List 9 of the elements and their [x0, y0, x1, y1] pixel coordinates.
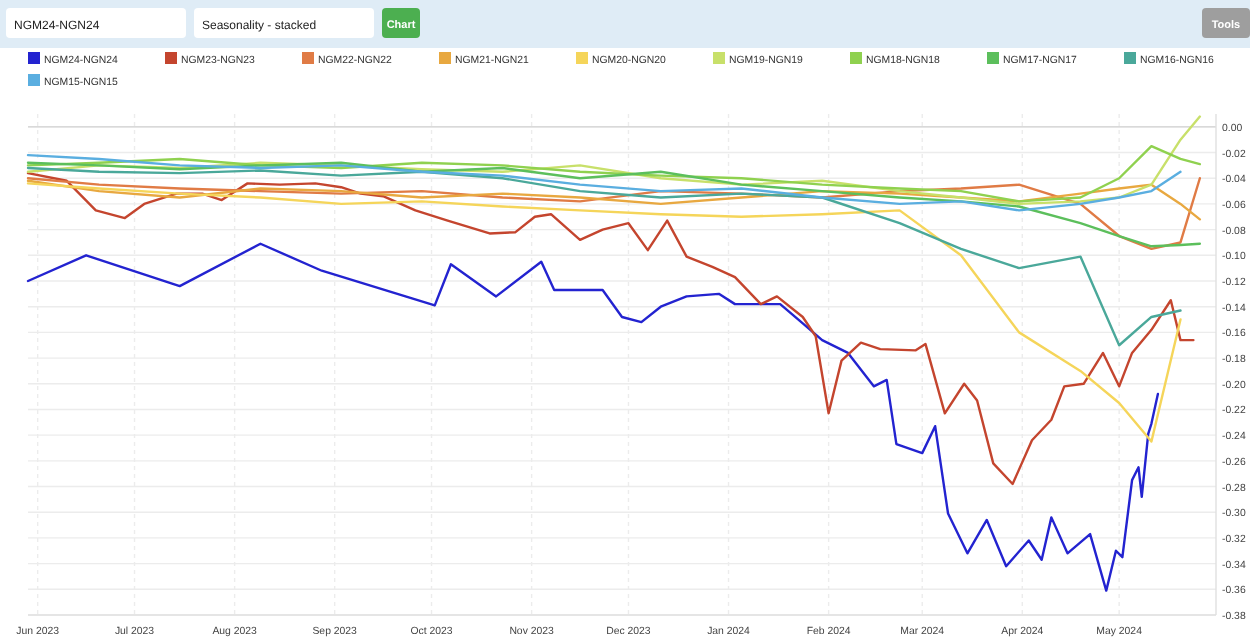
- line-series: [26, 144, 1202, 203]
- line-series: [26, 177, 1202, 251]
- line-series: [26, 182, 1182, 443]
- line-series: [26, 171, 1195, 486]
- line-series: [26, 179, 1202, 221]
- line-series: [26, 161, 1202, 248]
- line-series: [26, 242, 1160, 592]
- line-series: [26, 166, 1182, 347]
- line-series: [26, 153, 1182, 212]
